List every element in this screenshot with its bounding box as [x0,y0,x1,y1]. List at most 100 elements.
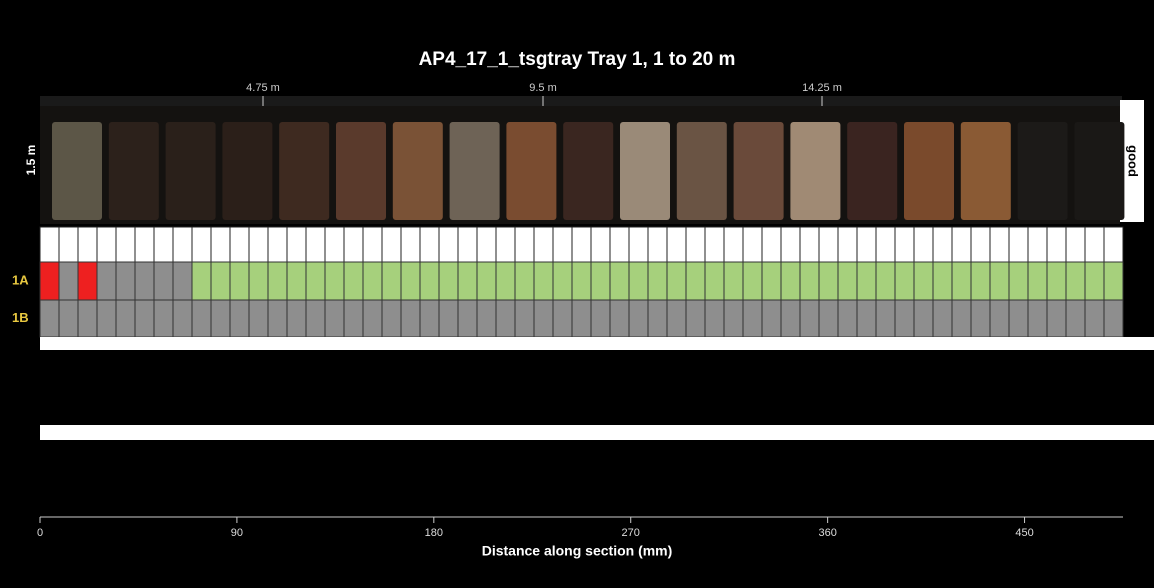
cell [192,262,211,300]
header-cell [724,227,743,262]
cell [876,262,895,300]
cell [230,300,249,337]
cell [515,300,534,337]
core-photos [40,106,1124,224]
cell [477,300,496,337]
cell [895,262,914,300]
header-cell [1104,227,1123,262]
cell [705,300,724,337]
cell [819,262,838,300]
cell [572,300,591,337]
cell [268,300,287,337]
cell [591,262,610,300]
header-cell [838,227,857,262]
header-cell [268,227,287,262]
header-cell [306,227,325,262]
header-cell [819,227,838,262]
header-cell [78,227,97,262]
cell [97,300,116,337]
cell [1104,300,1123,337]
cell [59,262,78,300]
header-cell [59,227,78,262]
cell [895,300,914,337]
cell [971,300,990,337]
cell [534,262,553,300]
header-cell [97,227,116,262]
cell [477,262,496,300]
header-cell [116,227,135,262]
cell [838,300,857,337]
header-cell [534,227,553,262]
header-cell [1028,227,1047,262]
header-cell [952,227,971,262]
cell [1066,300,1085,337]
core-segment [336,122,386,220]
cell [515,262,534,300]
core-segment [847,122,897,220]
tick-label: 180 [425,527,443,539]
header-cell [971,227,990,262]
header-cell [135,227,154,262]
cell [287,300,306,337]
cell [154,300,173,337]
cell [1085,262,1104,300]
core-segment [677,122,727,220]
cell [306,262,325,300]
header-cell [705,227,724,262]
header-cell [477,227,496,262]
header-cell [325,227,344,262]
header-cell [933,227,952,262]
header-cell [667,227,686,262]
figure: AP4_17_1_tsgtray Tray 1, 1 to 20 m 4.75 … [0,0,1154,583]
depth-label: 14.25 m [802,82,842,94]
cell [116,300,135,337]
cell [990,300,1009,337]
core-segment [620,122,670,220]
cell [439,300,458,337]
cell [496,262,515,300]
header-cell [249,227,268,262]
cell [496,300,515,337]
core-segment [790,122,840,220]
cell [534,300,553,337]
header-cell [192,227,211,262]
header-cell [876,227,895,262]
header-cell [857,227,876,262]
cell [439,262,458,300]
cell [857,300,876,337]
row-label: 1A [12,272,29,287]
tick-label: 360 [818,527,836,539]
row-label: 1B [12,310,29,325]
side-label: 1.5 m [24,145,38,176]
cell [762,300,781,337]
tick-label: 270 [622,527,640,539]
cell [1104,262,1123,300]
core-segment [506,122,556,220]
cell [173,300,192,337]
core-segment [52,122,102,220]
header-cell [230,227,249,262]
cell [230,262,249,300]
header-cell [1085,227,1104,262]
cell [363,262,382,300]
cell [363,300,382,337]
cell [800,262,819,300]
title: AP4_17_1_tsgtray Tray 1, 1 to 20 m [419,49,736,70]
axis-title: Distance along section (mm) [482,543,673,559]
header-cell [363,227,382,262]
cell [325,262,344,300]
header-cell [382,227,401,262]
depth-label: 4.75 m [246,82,280,94]
cell [344,300,363,337]
cell [97,262,116,300]
cell [572,262,591,300]
cell [743,300,762,337]
cell [971,262,990,300]
cell [667,262,686,300]
header-cell [401,227,420,262]
header-cell [420,227,439,262]
cell [553,300,572,337]
cell [1085,300,1104,337]
cell [154,262,173,300]
header-cell [686,227,705,262]
